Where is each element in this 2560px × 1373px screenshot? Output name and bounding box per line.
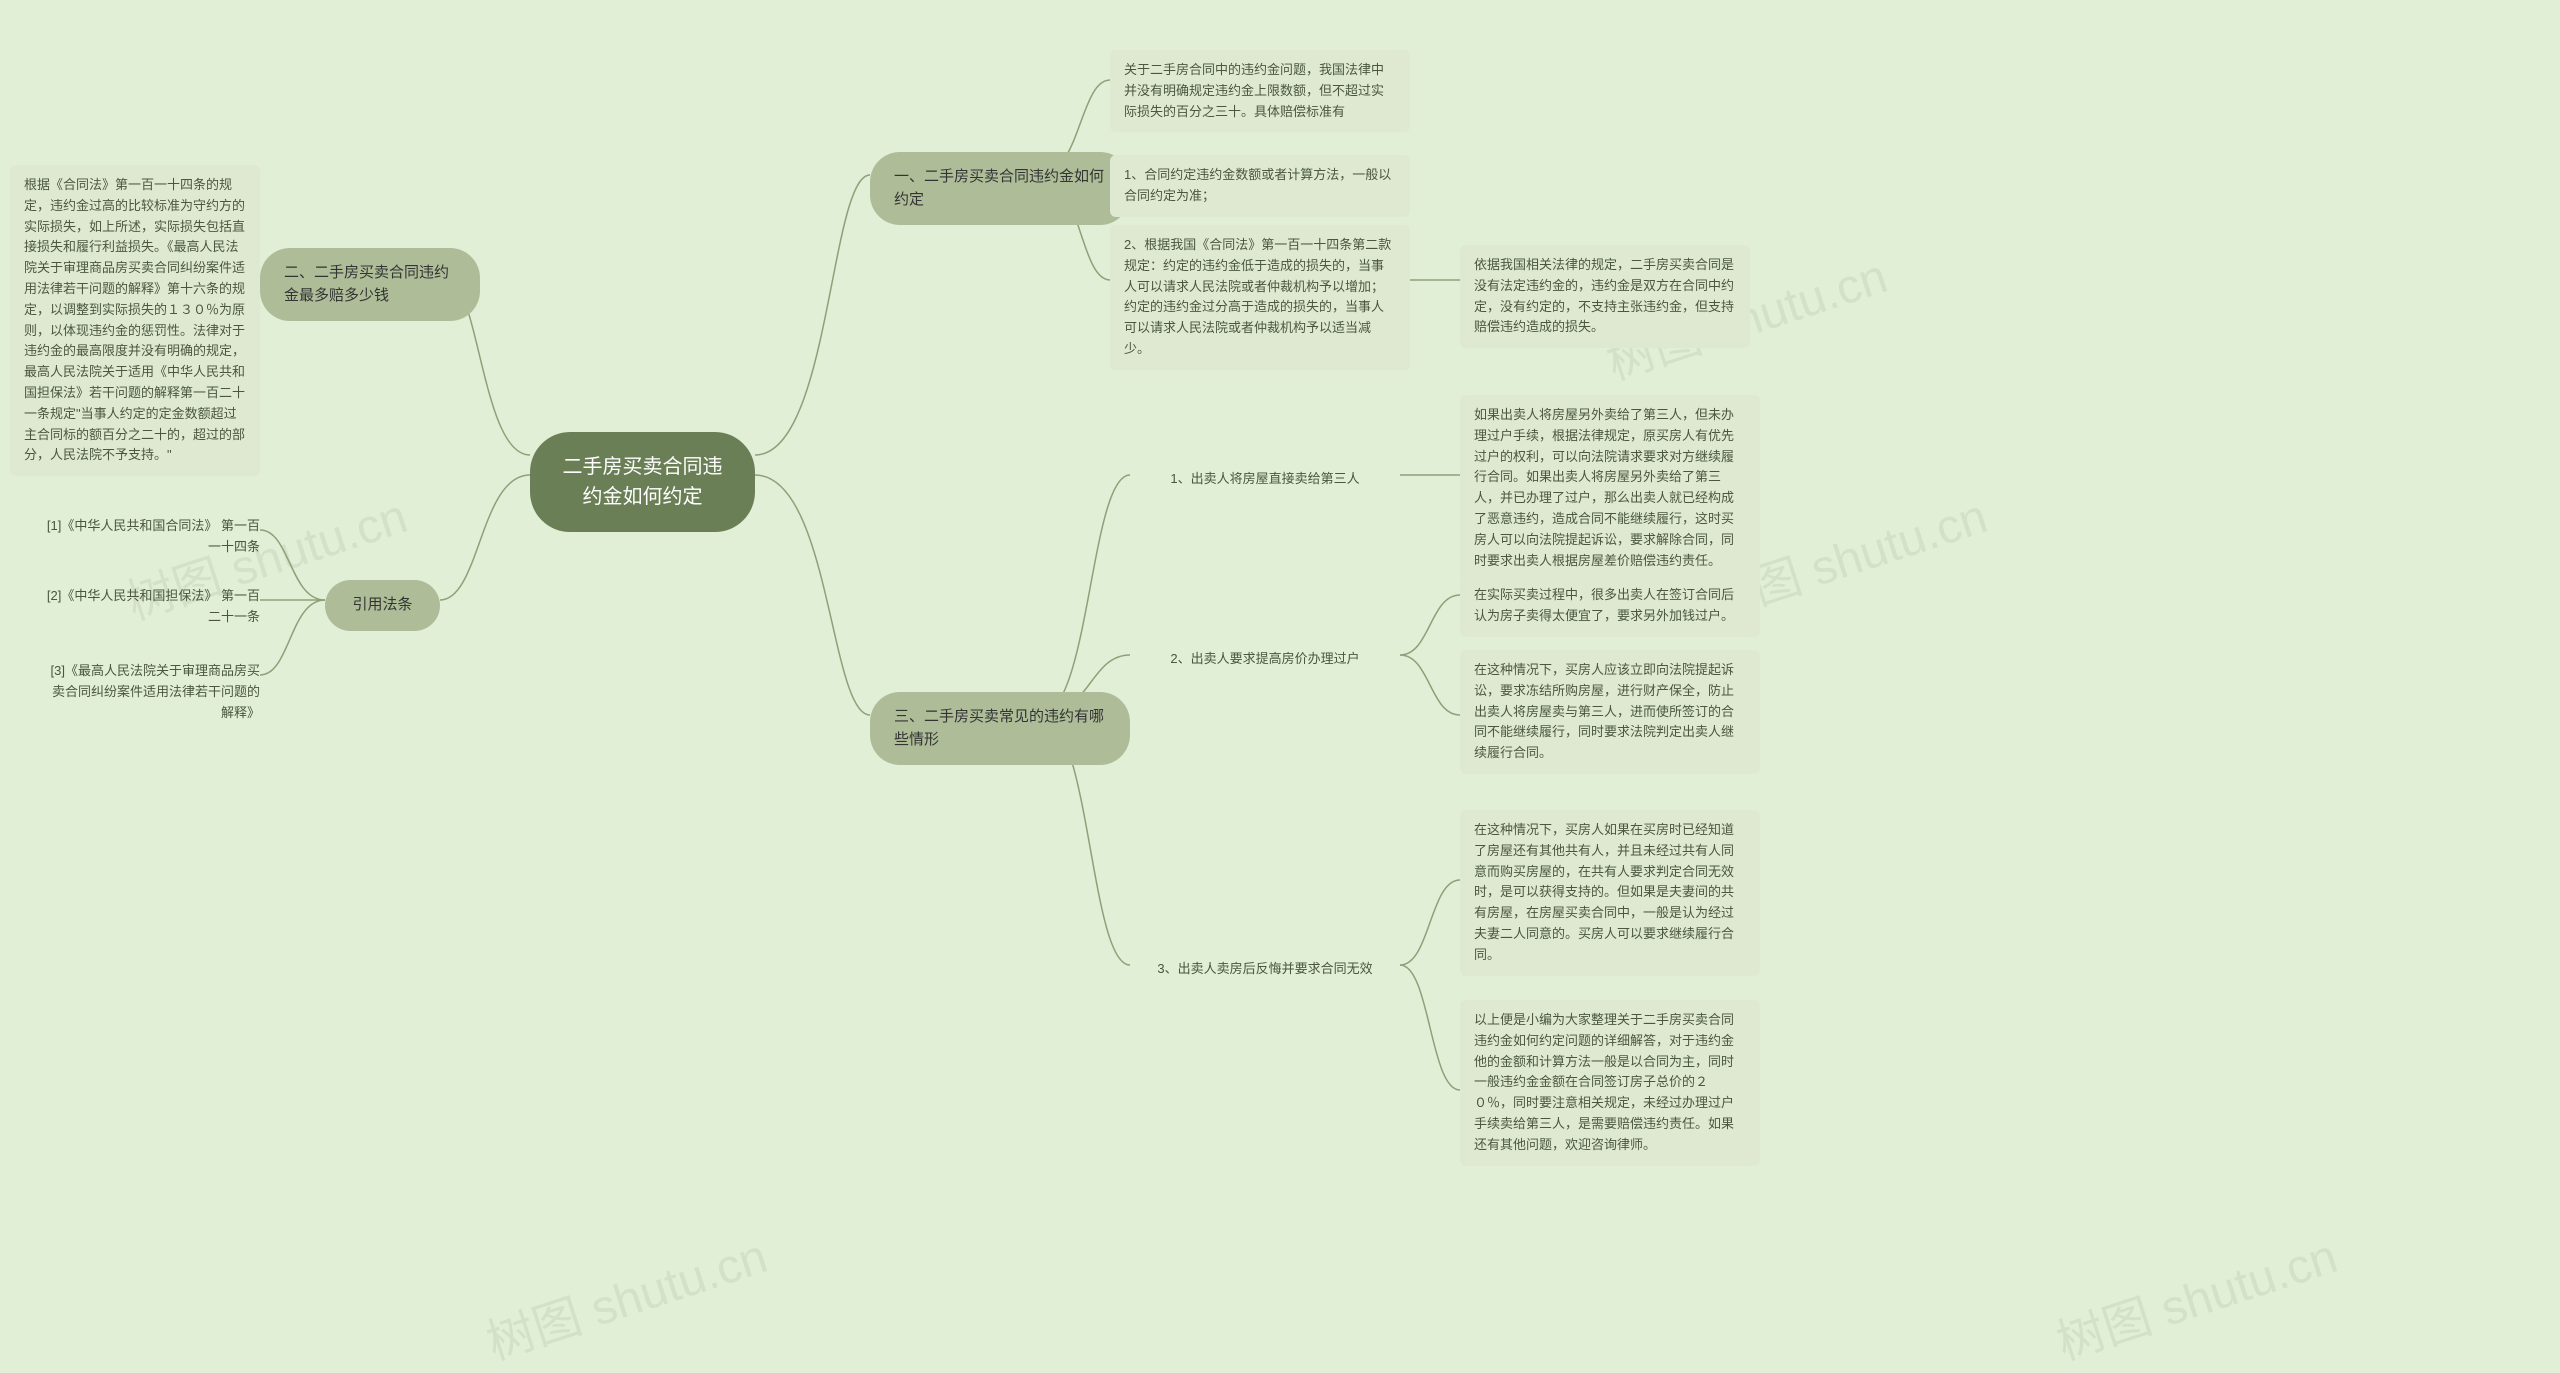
b3-leaf-2-note-1: 在实际买卖过程中，很多出卖人在签订合同后认为房子卖得太便宜了，要求另外加钱过户。 xyxy=(1460,575,1760,637)
b3-leaf-2: 2、出卖人要求提高房价办理过户 xyxy=(1130,645,1400,674)
b1-leaf-3: 2、根据我国《合同法》第一百一十四条第二款规定：约定的违约金低于造成的损失的，当… xyxy=(1110,225,1410,370)
root-label: 二手房买卖合同违约金如何约定 xyxy=(560,452,725,512)
branch-4-label: 引用法条 xyxy=(352,594,412,617)
b1-leaf-3-note: 依据我国相关法律的规定，二手房买卖合同是没有法定违约金的，违约金是双方在合同中约… xyxy=(1460,245,1750,348)
branch-2: 二、二手房买卖合同违约金最多赔多少钱 xyxy=(260,248,480,321)
b3-leaf-3-note-1: 在这种情况下，买房人如果在买房时已经知道了房屋还有其他共有人，并且未经过共有人同… xyxy=(1460,810,1760,976)
b3-leaf-1-note: 如果出卖人将房屋另外卖给了第三人，但未办理过户手续，根据法律规定，原买房人有优先… xyxy=(1460,395,1760,581)
watermark: 树图 shutu.cn xyxy=(2046,1217,2344,1373)
b1-leaf-2: 1、合同约定违约金数额或者计算方法，一般以合同约定为准； xyxy=(1110,155,1410,217)
branch-3-label: 三、二手房买卖常见的违约有哪些情形 xyxy=(894,706,1106,751)
branch-4: 引用法条 xyxy=(325,580,440,631)
b1-leaf-1: 关于二手房合同中的违约金问题，我国法律中并没有明确规定违约金上限数额，但不超过实… xyxy=(1110,50,1410,132)
b3-leaf-3: 3、出卖人卖房后反悔并要求合同无效 xyxy=(1130,955,1400,984)
b4-leaf-3: [3]《最高人民法院关于审理商品房买卖合同纠纷案件适用法律若干问题的解释》 xyxy=(40,657,260,727)
branch-2-label: 二、二手房买卖合同违约金最多赔多少钱 xyxy=(284,262,456,307)
b2-note: 根据《合同法》第一百一十四条的规定，违约金过高的比较标准为守约方的实际损失，如上… xyxy=(10,165,260,476)
branch-1: 一、二手房买卖合同违约金如何约定 xyxy=(870,152,1130,225)
b4-leaf-2: [2]《中华人民共和国担保法》 第一百二十一条 xyxy=(40,582,260,632)
watermark: 树图 shutu.cn xyxy=(476,1217,774,1373)
b4-leaf-1: [1]《中华人民共和国合同法》 第一百一十四条 xyxy=(40,512,260,562)
branch-1-label: 一、二手房买卖合同违约金如何约定 xyxy=(894,166,1106,211)
b3-leaf-3-note-2: 以上便是小编为大家整理关于二手房买卖合同违约金如何约定问题的详细解答，对于违约金… xyxy=(1460,1000,1760,1166)
b3-leaf-2-note-2: 在这种情况下，买房人应该立即向法院提起诉讼，要求冻结所购房屋，进行财产保全，防止… xyxy=(1460,650,1760,774)
root-node: 二手房买卖合同违约金如何约定 xyxy=(530,432,755,532)
branch-3: 三、二手房买卖常见的违约有哪些情形 xyxy=(870,692,1130,765)
b3-leaf-1: 1、出卖人将房屋直接卖给第三人 xyxy=(1130,465,1400,494)
